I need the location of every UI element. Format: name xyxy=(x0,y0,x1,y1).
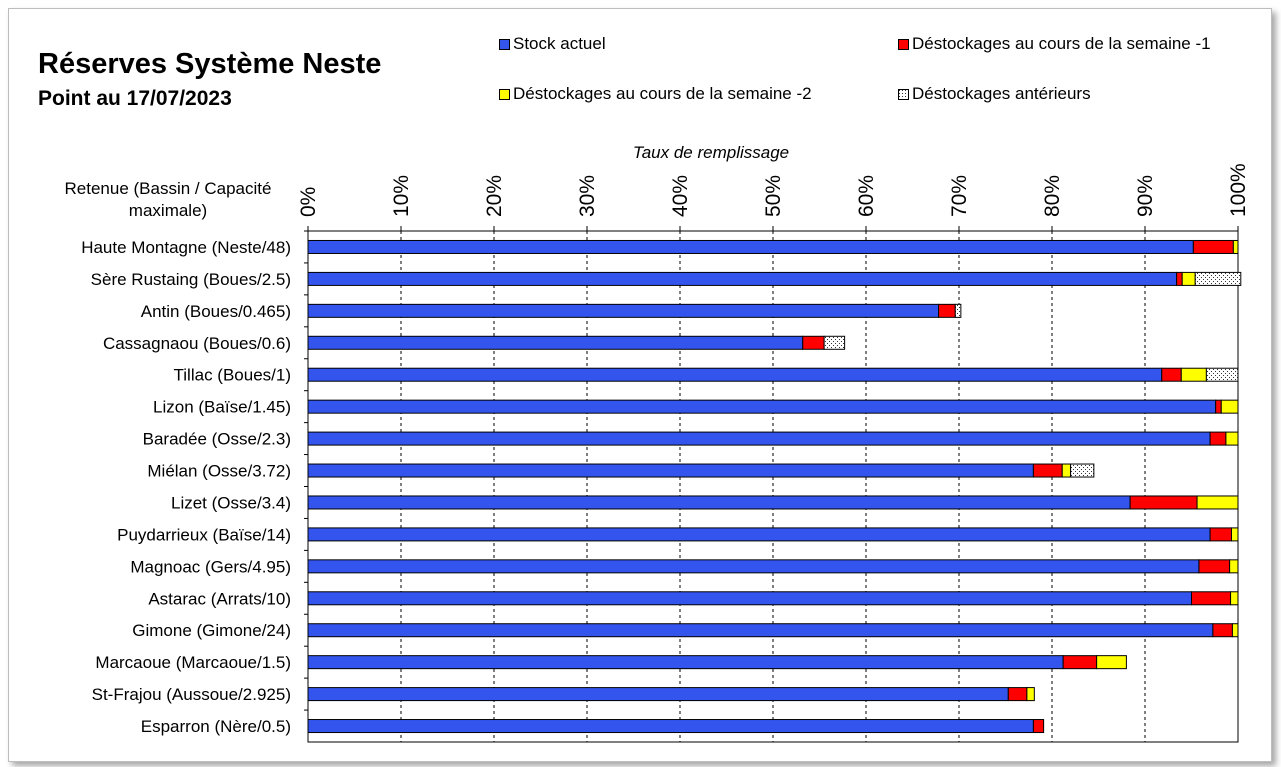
bar-segment xyxy=(1070,463,1095,478)
bar-segment xyxy=(307,271,1178,286)
legend-item-stock-actuel: Stock actuel xyxy=(499,34,606,54)
category-label: Astarac (Arrats/10) xyxy=(148,589,291,608)
bar-segment xyxy=(1229,559,1239,574)
category-label: Antin (Boues/0.465) xyxy=(141,302,291,321)
bar-segment xyxy=(307,463,1034,478)
bar-segment xyxy=(1061,463,1072,478)
legend-swatch-anterieurs xyxy=(898,88,909,100)
category-label: St-Frajou (Aussoue/2.925) xyxy=(92,685,291,704)
category-label: Cassagnaou (Boues/0.6) xyxy=(103,334,291,353)
bar-segment xyxy=(1062,655,1098,670)
legend-label-semaine-1: Déstockages au cours de la semaine -1 xyxy=(912,34,1211,53)
bar-segment xyxy=(307,399,1217,414)
bar-segment xyxy=(1180,367,1207,382)
bar-segment xyxy=(307,591,1192,606)
bar-segment xyxy=(1194,271,1242,286)
legend-label-anterieurs: Déstockages antérieurs xyxy=(912,84,1091,103)
x-tick-label: 20% xyxy=(483,175,506,217)
bar-segment xyxy=(1205,367,1239,382)
legend-label-semaine-2: Déstockages au cours de la semaine -2 xyxy=(513,84,812,103)
bar-segment xyxy=(1129,495,1198,510)
bar-segment xyxy=(1161,367,1182,382)
bar-segment xyxy=(1026,687,1035,702)
bar-segment xyxy=(307,335,804,350)
bar-segment xyxy=(1209,527,1232,542)
bar-segment xyxy=(1181,271,1196,286)
bar-segment xyxy=(1225,431,1239,446)
bar-segment xyxy=(307,559,1200,574)
bar-segment xyxy=(954,303,962,318)
bar-segment xyxy=(307,527,1211,542)
x-tick-label: 100% xyxy=(1227,163,1250,217)
category-label: Baradée (Osse/2.3) xyxy=(143,430,291,449)
category-label: Gimone (Gimone/24) xyxy=(132,621,291,640)
bar-segment xyxy=(1192,239,1234,254)
bar-segment xyxy=(307,367,1163,382)
x-tick-label: 70% xyxy=(948,175,971,217)
bar-segment xyxy=(1196,495,1239,510)
category-label: Lizet (Osse/3.4) xyxy=(171,493,291,512)
category-label: Lizon (Baïse/1.45) xyxy=(153,398,291,417)
x-tick-label: 50% xyxy=(762,175,785,217)
bar-segment xyxy=(1176,271,1183,286)
bar-segment xyxy=(802,335,825,350)
bar-segment xyxy=(1220,399,1239,414)
chart-title: Réserves Système Neste xyxy=(38,48,382,80)
bar-segment xyxy=(1032,463,1063,478)
category-label: Tillac (Boues/1) xyxy=(174,366,291,385)
bar-segment xyxy=(938,303,956,318)
bar-segment xyxy=(307,623,1214,638)
category-label: Marcaoue (Marcaoue/1.5) xyxy=(95,653,291,672)
x-tick-label: 60% xyxy=(855,175,878,217)
x-tick-label: 80% xyxy=(1041,175,1064,217)
bar-segment xyxy=(823,335,846,350)
x-tick-label: 90% xyxy=(1134,175,1157,217)
category-label: Puydarrieux (Baïse/14) xyxy=(117,525,291,544)
bar-segment xyxy=(1212,623,1233,638)
category-label: Sère Rustaing (Boues/2.5) xyxy=(91,270,291,289)
legend-item-semaine-1: Déstockages au cours de la semaine -1 xyxy=(898,34,1211,54)
category-label: Miélan (Osse/3.72) xyxy=(147,462,291,481)
bar-segment xyxy=(1198,559,1231,574)
bar-segment xyxy=(1231,623,1239,638)
bar-segment xyxy=(1007,687,1028,702)
x-tick-label: 30% xyxy=(576,175,599,217)
legend-label-stock-actuel: Stock actuel xyxy=(513,34,606,53)
legend-swatch-semaine-1 xyxy=(898,38,909,50)
legend-item-anterieurs: Déstockages antérieurs xyxy=(898,84,1091,104)
bar-segment xyxy=(1215,399,1222,414)
x-tick-label: 10% xyxy=(390,175,413,217)
x-tick-label: 40% xyxy=(669,175,692,217)
bar-segment xyxy=(307,687,1009,702)
bar-segment xyxy=(307,431,1211,446)
category-label: Magnoac (Gers/4.95) xyxy=(130,557,291,576)
chart-subtitle: Point au 17/07/2023 xyxy=(38,87,232,110)
bar-segment xyxy=(307,495,1131,510)
category-label: Haute Montagne (Neste/48) xyxy=(81,238,291,257)
y-axis-title: Retenue (Bassin / Capacité maximale) xyxy=(65,179,272,220)
bar-segment xyxy=(307,719,1034,734)
bar-segment xyxy=(1230,527,1239,542)
bar-segment xyxy=(307,303,940,318)
legend-swatch-stock-actuel xyxy=(499,38,510,50)
bar-segment xyxy=(1209,431,1227,446)
legend-swatch-semaine-2 xyxy=(499,88,510,100)
bar-segment xyxy=(1191,591,1232,606)
category-label: Esparron (Nère/0.5) xyxy=(141,717,291,736)
bar-segment xyxy=(1230,591,1239,606)
x-tick-label: 0% xyxy=(297,187,320,217)
legend-item-semaine-2: Déstockages au cours de la semaine -2 xyxy=(499,84,812,104)
bar-segment xyxy=(307,239,1194,254)
bar-segment xyxy=(307,655,1064,670)
x-axis-title: Taux de remplissage xyxy=(633,143,789,162)
bar-segment xyxy=(1096,655,1127,670)
bar-segment xyxy=(1232,239,1239,254)
bar-segment xyxy=(1032,719,1045,734)
